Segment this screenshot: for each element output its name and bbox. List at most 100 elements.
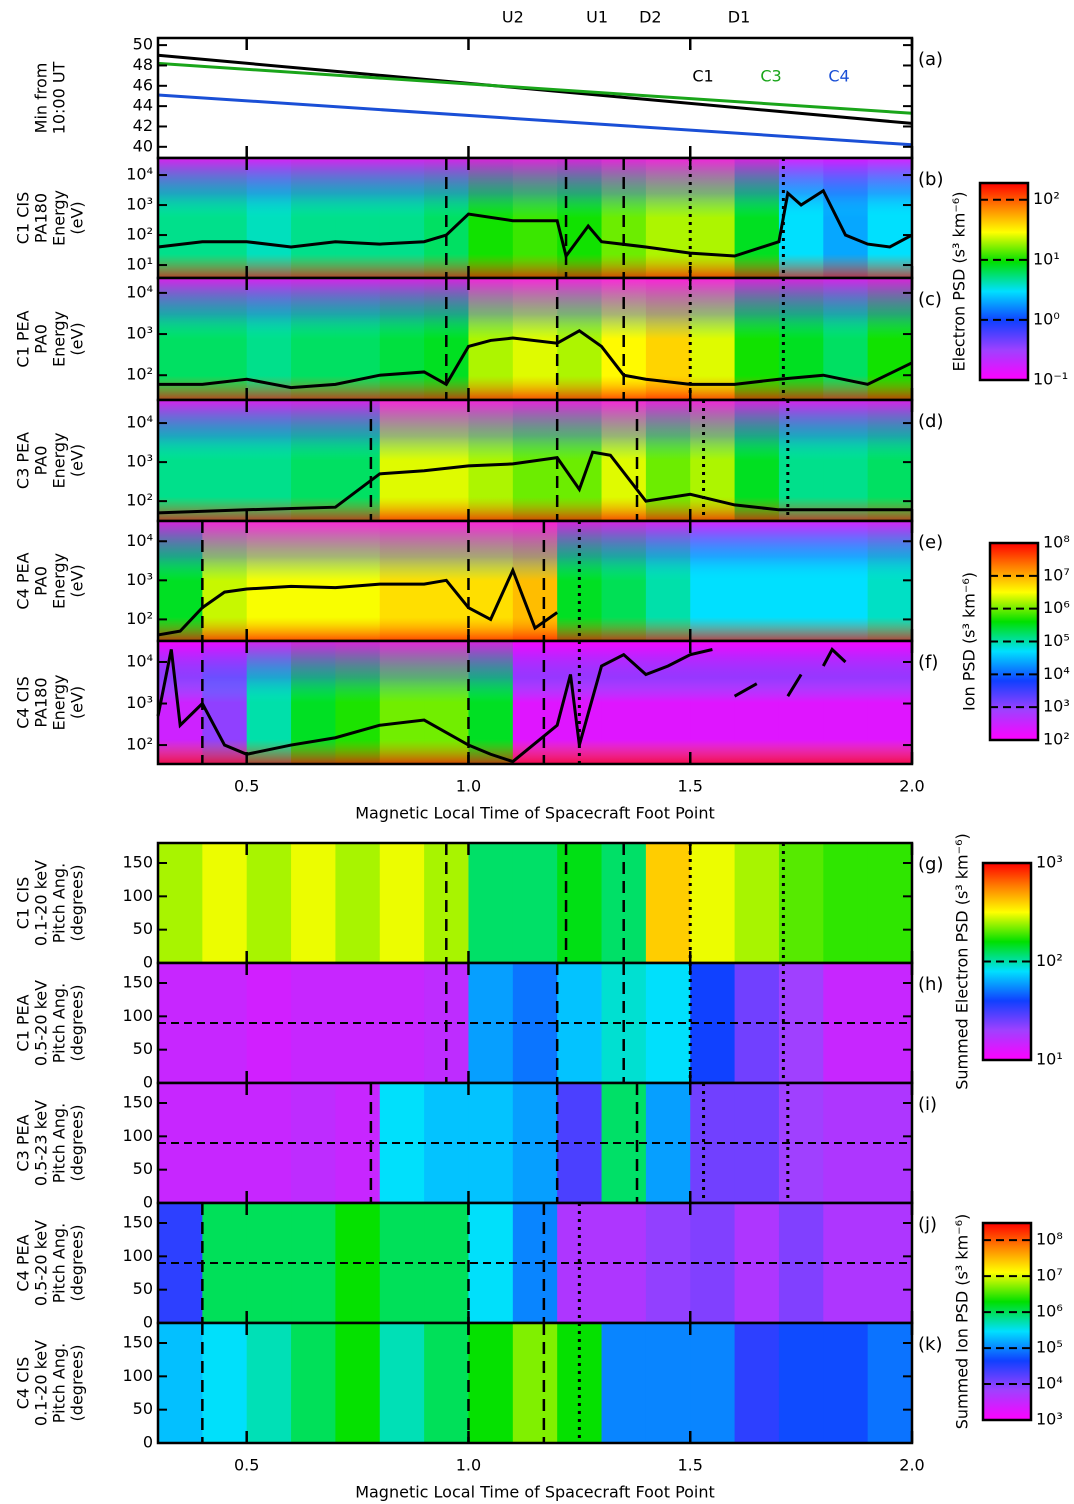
event-label: D2: [639, 8, 662, 27]
panel: 10¹ 10² 10³ 10⁴ (b) C1 CIS PA180 Energy (eV): [14, 156, 943, 280]
colorbar-tick-label: 10⁷: [1043, 565, 1070, 584]
colorbar-title: Summed Electron PSD (s³ km⁻⁶): [953, 833, 972, 1090]
panel-letter: (k): [918, 1334, 942, 1355]
y-tick-label: 0: [143, 1433, 153, 1452]
x-tick-label: 0.5: [234, 1456, 259, 1475]
y-tick-label: 100: [122, 886, 153, 905]
event-label: U1: [586, 8, 608, 27]
colorbar-tick-label: 10⁵: [1036, 1338, 1063, 1357]
heatmap-cell: [645, 843, 691, 963]
colorbar-tick-label: 10⁸: [1036, 1230, 1063, 1249]
y-axis-title: C4 CIS: [14, 1357, 33, 1409]
heatmap-cell: [734, 843, 780, 963]
y-axis-title: 0.5-20 keV: [32, 980, 51, 1066]
x-tick-label: 1.0: [456, 1456, 481, 1475]
colorbar-tick-label: 10⁶: [1036, 1302, 1063, 1321]
y-axis-title: C4 CIS: [14, 676, 33, 728]
y-tick-label: 10³: [126, 324, 153, 343]
y-axis-title: 0.5-23 keV: [32, 1100, 51, 1186]
colorbar: [983, 1223, 1031, 1420]
colorbar-tick-label: 10⁸: [1043, 533, 1070, 552]
colorbar-tick-label: 10⁰: [1033, 309, 1060, 328]
y-axis-title: (eV): [68, 444, 87, 477]
panel: 10² 10³ 10⁴ (e) C4 PEA PA0 Energy (eV): [14, 519, 943, 643]
energy-line: [158, 329, 913, 390]
y-tick-label: 100: [122, 1246, 153, 1265]
colorbar-frame: [988, 541, 1040, 742]
energy-shading: [158, 641, 912, 764]
legend-label: C3: [760, 67, 781, 86]
y-tick-label: 50: [133, 1399, 153, 1418]
heatmap-cell: [158, 1323, 203, 1443]
colorbar-tick-label: 10⁶: [1043, 598, 1070, 617]
colorbar-frame: [981, 1221, 1033, 1422]
heatmap-cell: [867, 843, 913, 963]
y-tick-label: 100: [122, 1006, 153, 1025]
colorbar-title: Electron PSD (s³ km⁻⁶): [950, 192, 969, 372]
heatmap-cell: [335, 1323, 381, 1443]
y-axis-title: Energy: [50, 553, 69, 609]
colorbar-tick-label: 10⁻¹: [1033, 370, 1068, 389]
heatmap-cell: [823, 843, 869, 963]
panel-letter: (c): [918, 289, 942, 310]
panel: 0 50 100 150 (j) C4 PEA 0.5-20 keV Pitch Ang. (d…: [14, 1201, 937, 1332]
heatmap-cell: [468, 843, 514, 963]
colorbar-frame: [981, 861, 1033, 1062]
heatmap-cell: [379, 843, 425, 963]
colorbar-tick-label: 10⁷: [1036, 1266, 1063, 1285]
panel: 10² 10³ 10⁴ (c) C1 PEA PA0 Energy (eV): [14, 276, 942, 402]
heatmap-cell: [379, 1203, 425, 1323]
y-tick-label: 40: [133, 136, 153, 155]
y-tick-label: 50: [133, 1039, 153, 1058]
y-tick-label: 10⁴: [126, 651, 153, 670]
heatmap-cell: [512, 1323, 558, 1443]
heatmap-cell: [778, 1323, 824, 1443]
y-axis-title: (degrees): [68, 865, 87, 942]
y-axis-title: (eV): [68, 564, 87, 597]
y-axis-title: Min from: [32, 63, 51, 134]
y-tick-label: 42: [133, 116, 153, 135]
heatmap-cell: [246, 843, 292, 963]
y-tick-label: 0: [143, 1313, 153, 1332]
y-axis-title: (degrees): [68, 985, 87, 1062]
heatmap-cell: [468, 1323, 514, 1443]
y-axis-title: PA180: [32, 677, 51, 727]
heatmap-cell: [867, 1323, 913, 1443]
y-tick-label: 0: [143, 1193, 153, 1212]
y-tick-label: 44: [133, 96, 153, 115]
heatmap-cell: [202, 843, 248, 963]
panel-letter: (d): [918, 411, 943, 432]
heatmap-cell: [557, 843, 603, 963]
energy-line: [157, 188, 913, 260]
y-axis-title: C4 PEA: [14, 552, 33, 609]
y-axis-title: Pitch Ang.: [50, 1223, 69, 1303]
y-axis-title: (eV): [68, 201, 87, 234]
energy-line: [157, 450, 912, 515]
heatmap-cell: [690, 843, 736, 963]
y-axis-title: (degrees): [68, 1105, 87, 1182]
panel-letter: (j): [918, 1214, 937, 1235]
y-tick-label: 0: [143, 953, 153, 972]
y-tick-label: 10³: [126, 570, 153, 589]
panel-letter: (f): [918, 652, 938, 673]
panel: 10² 10³ 10⁴ 0.5 1.0 1.5 2.0 Magnetic Local Time…: [14, 639, 938, 823]
y-axis-title: C1 PEA: [14, 310, 33, 367]
y-tick-label: 10²: [126, 735, 153, 754]
y-tick-label: 10²: [126, 365, 153, 384]
panel-letter: (e): [918, 532, 943, 553]
y-tick-label: 10⁴: [126, 282, 153, 301]
heatmap-cell: [379, 1323, 425, 1443]
energy-shading: [158, 521, 912, 641]
heatmap-cell: [734, 1323, 780, 1443]
event-label: D1: [728, 8, 751, 27]
y-tick-label: 10²: [126, 225, 153, 244]
y-tick-label: 10³: [126, 452, 153, 471]
x-tick-label: 1.5: [678, 777, 703, 796]
colorbar-tick-label: 10²: [1043, 730, 1070, 749]
y-tick-label: 150: [122, 853, 153, 872]
y-axis-title: Energy: [50, 432, 69, 488]
heatmap-cell: [424, 1323, 469, 1443]
energy-shading: [158, 158, 912, 278]
y-axis-title: PA0: [32, 566, 51, 596]
y-tick-label: 100: [122, 1366, 153, 1385]
